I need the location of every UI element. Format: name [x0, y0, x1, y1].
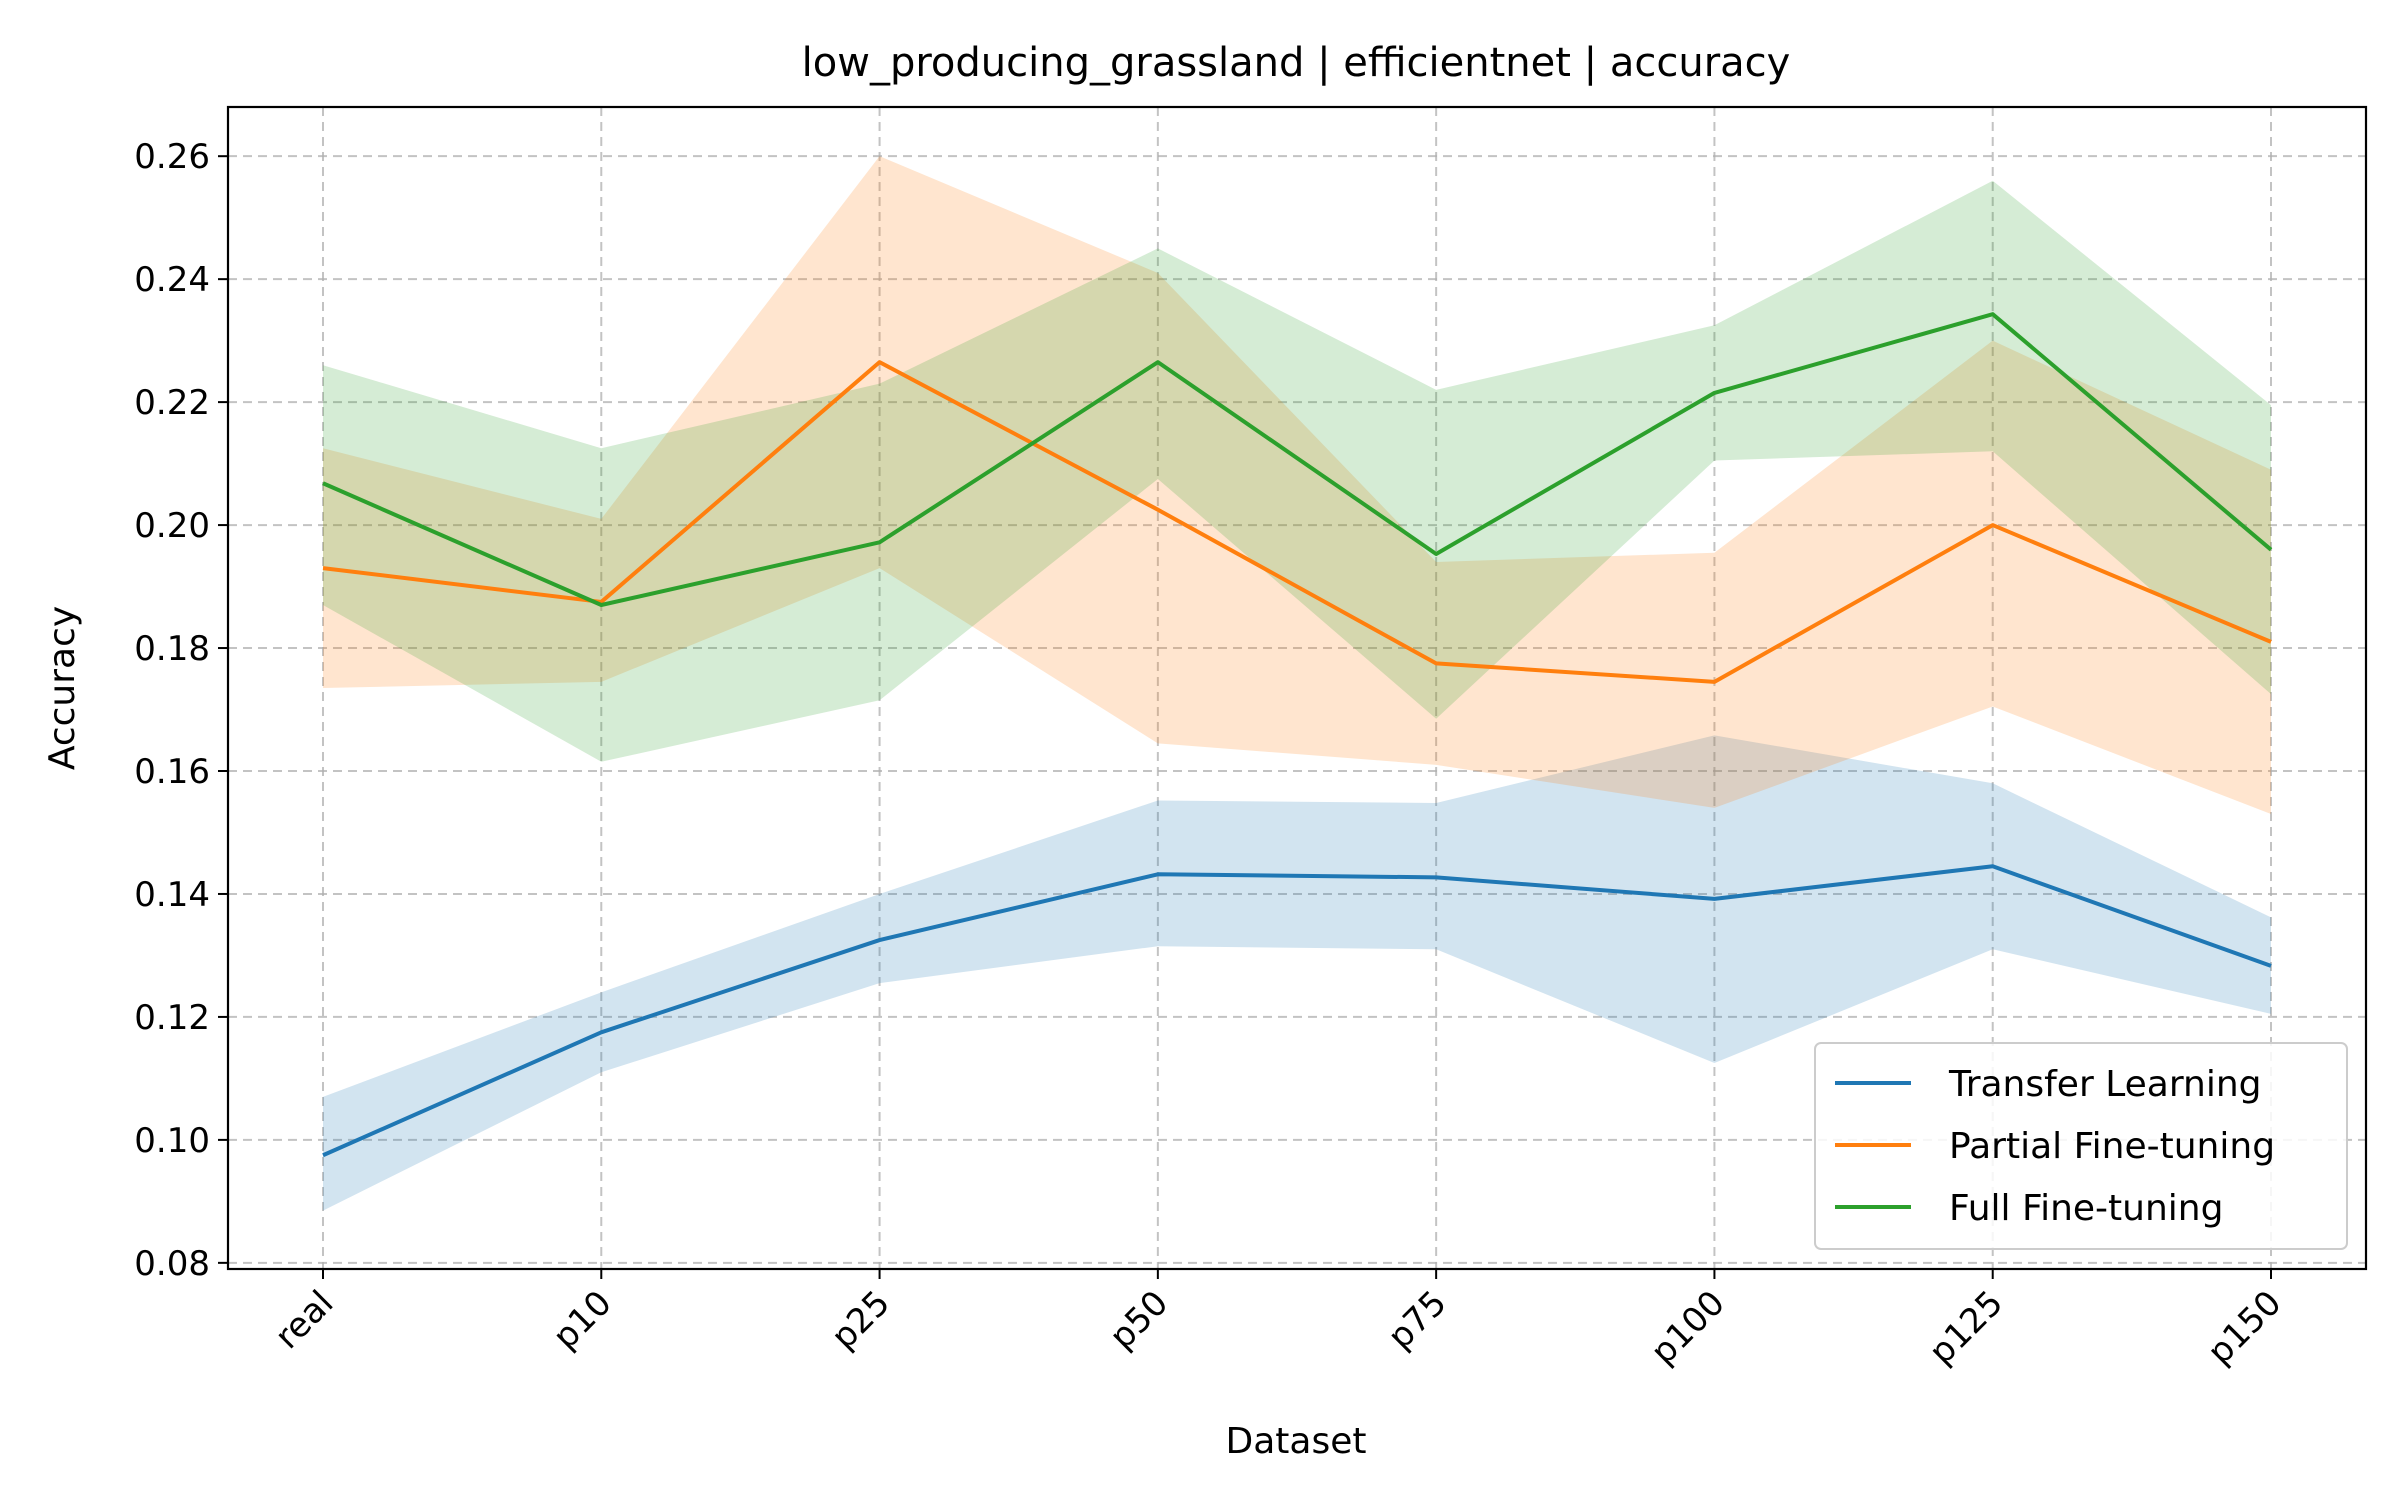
y-tick-label: 0.18 — [134, 629, 210, 669]
plot-frame — [226, 105, 2368, 1271]
legend-label: Partial Fine-tuning — [1949, 1126, 2275, 1167]
confidence-band — [323, 156, 2271, 815]
y-tick-label: 0.24 — [134, 260, 210, 300]
confidence-bands — [323, 156, 2271, 1211]
y-tick-label: 0.12 — [134, 998, 210, 1038]
series-line — [322, 312, 2273, 607]
y-axis-label: Accuracy — [42, 606, 83, 770]
series-lines — [322, 312, 2273, 1158]
chart-title: low_producing_grassland | efficientnet |… — [802, 40, 1791, 86]
y-tick-label: 0.08 — [134, 1244, 210, 1284]
legend-label: Full Fine-tuning — [1949, 1188, 2223, 1229]
y-tick-label: 0.14 — [134, 875, 210, 915]
series-line — [322, 864, 2272, 1158]
y-tick-label: 0.10 — [134, 1121, 210, 1161]
confidence-band — [323, 180, 2271, 762]
series-line — [322, 360, 2272, 684]
x-axis-label: Dataset — [1226, 1421, 1367, 1462]
legend-label: Transfer Learning — [1948, 1064, 2262, 1105]
legend-box — [1814, 1042, 2348, 1250]
y-tick-label: 0.16 — [134, 752, 210, 792]
y-tick-label: 0.26 — [134, 137, 210, 177]
y-tick-label: 0.22 — [134, 383, 210, 423]
confidence-band — [323, 735, 2271, 1211]
y-tick-label: 0.20 — [134, 506, 210, 546]
legend: Transfer Learning Partial Fine-tuning Full… — [1814, 1042, 2348, 1250]
